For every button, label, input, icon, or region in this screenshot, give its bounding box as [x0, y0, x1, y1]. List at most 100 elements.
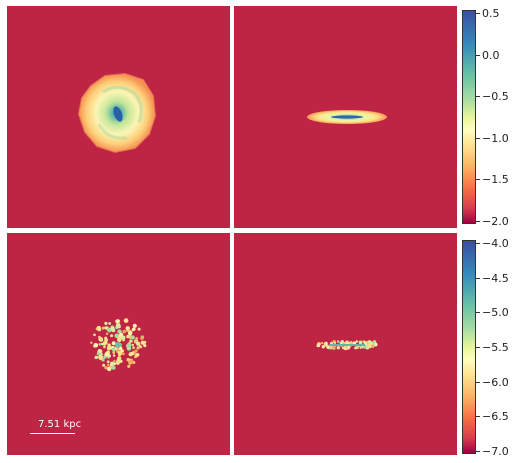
star-particle — [143, 344, 147, 348]
star-particle — [122, 329, 126, 334]
star-particle — [125, 326, 130, 331]
stellar-core — [115, 342, 121, 348]
star-particle — [98, 335, 101, 339]
star-particle — [358, 340, 363, 345]
star-particle — [134, 355, 137, 359]
star-particle — [347, 346, 351, 349]
star-particle — [130, 335, 135, 340]
star-particle — [317, 342, 321, 346]
colorbar-tick-mark — [476, 451, 480, 452]
star-particle — [90, 341, 93, 344]
star-particle — [123, 318, 129, 323]
star-particle — [117, 350, 123, 356]
star-particle — [101, 342, 104, 346]
star-particle — [369, 345, 372, 348]
star-particle — [116, 337, 122, 343]
star-particle — [128, 331, 133, 336]
star-particle — [135, 337, 138, 340]
colorbar-tick-label: −5.0 — [482, 306, 509, 320]
colorbar-tick-label: −5.5 — [482, 341, 509, 354]
panel-gas-face-on — [7, 6, 230, 228]
colorbar-tick-label: −4.5 — [482, 271, 509, 285]
star-particle — [98, 355, 103, 360]
star-particle — [104, 365, 108, 370]
star-particle — [110, 361, 115, 366]
star-particle — [103, 345, 106, 348]
star-particle — [101, 358, 105, 362]
star-particle — [116, 359, 120, 363]
colorbar-tick-label: −7.0 — [482, 445, 509, 458]
star-particle — [104, 321, 108, 325]
scale-bar-label: 7.51 kpc — [38, 419, 82, 430]
colorbar-tick-mark — [476, 277, 480, 279]
star-particle — [143, 340, 147, 344]
star-particle — [336, 346, 340, 350]
star-particle — [129, 339, 133, 343]
star-particle — [127, 364, 131, 368]
colorbar-tick-label: −4.0 — [482, 237, 509, 250]
colorbar-tick-mark — [476, 221, 480, 222]
colorbar-tick-label: −6.0 — [482, 375, 509, 389]
colorbar-tick-mark — [476, 13, 480, 14]
star-particle — [107, 345, 112, 350]
star-particle — [372, 340, 376, 344]
star-particle — [111, 328, 116, 333]
colorbar-tick-mark — [476, 416, 480, 418]
star-particle — [373, 343, 376, 346]
colorbar-tick-mark — [476, 312, 480, 314]
colorbar-tick-mark — [476, 243, 480, 244]
colorbar-tick-label: −1.5 — [482, 173, 509, 187]
star-particle — [136, 341, 141, 346]
star-particle — [105, 332, 109, 336]
star-particle — [136, 346, 140, 350]
star-particle — [114, 333, 119, 338]
star-particle — [359, 347, 362, 349]
star-particle — [106, 360, 110, 364]
star-particle — [94, 355, 98, 360]
star-particle — [139, 345, 143, 349]
colorbar-tick-mark — [476, 381, 480, 383]
colorbar-tick-label: 0.0 — [482, 48, 500, 62]
gas-edge-on-image — [307, 110, 387, 124]
star-particle — [111, 365, 116, 370]
star-particle — [98, 343, 102, 346]
star-particle — [119, 359, 123, 363]
star-particle — [106, 363, 110, 367]
star-particle — [132, 323, 137, 328]
star-particle — [102, 363, 106, 367]
star-particle — [125, 343, 131, 348]
star-particle — [93, 333, 96, 337]
colorbar-tick-mark — [476, 137, 480, 139]
colorbar-tick-label: −2.0 — [482, 215, 509, 228]
star-particle — [101, 326, 105, 330]
panel-gas-edge-on — [234, 6, 457, 228]
panel-stars-face-on: 7.51 kpc — [7, 233, 230, 455]
star-particle — [132, 327, 136, 331]
star-particle — [340, 340, 344, 344]
star-particle — [119, 332, 124, 337]
colorbar-tick-label: −1.0 — [482, 131, 509, 145]
star-particle — [336, 340, 340, 343]
star-particle — [104, 352, 109, 357]
colorbar-tick-label: 0.5 — [482, 7, 500, 20]
panel-stars-edge-on — [234, 233, 457, 455]
colorbar-tick-mark — [476, 54, 480, 56]
star-particle — [128, 359, 134, 364]
star-particle — [121, 352, 125, 356]
colorbar-tick-mark — [476, 96, 480, 98]
star-particle — [140, 336, 144, 340]
gas-face-on-image — [77, 72, 157, 154]
scale-bar-line — [30, 433, 75, 434]
star-particle — [97, 327, 102, 332]
star-particle — [115, 319, 120, 324]
colorbar-tick-mark — [476, 347, 480, 348]
star-particle — [106, 366, 112, 372]
colorbar-tick-label: −0.5 — [482, 90, 509, 104]
star-particle — [321, 345, 325, 349]
colorbar-tick-mark — [476, 179, 480, 181]
star-particle — [354, 347, 357, 350]
star-particle — [104, 338, 108, 342]
colorbar-tick-label: −6.5 — [482, 410, 509, 424]
star-particle — [349, 341, 353, 345]
star-particle — [345, 340, 349, 345]
